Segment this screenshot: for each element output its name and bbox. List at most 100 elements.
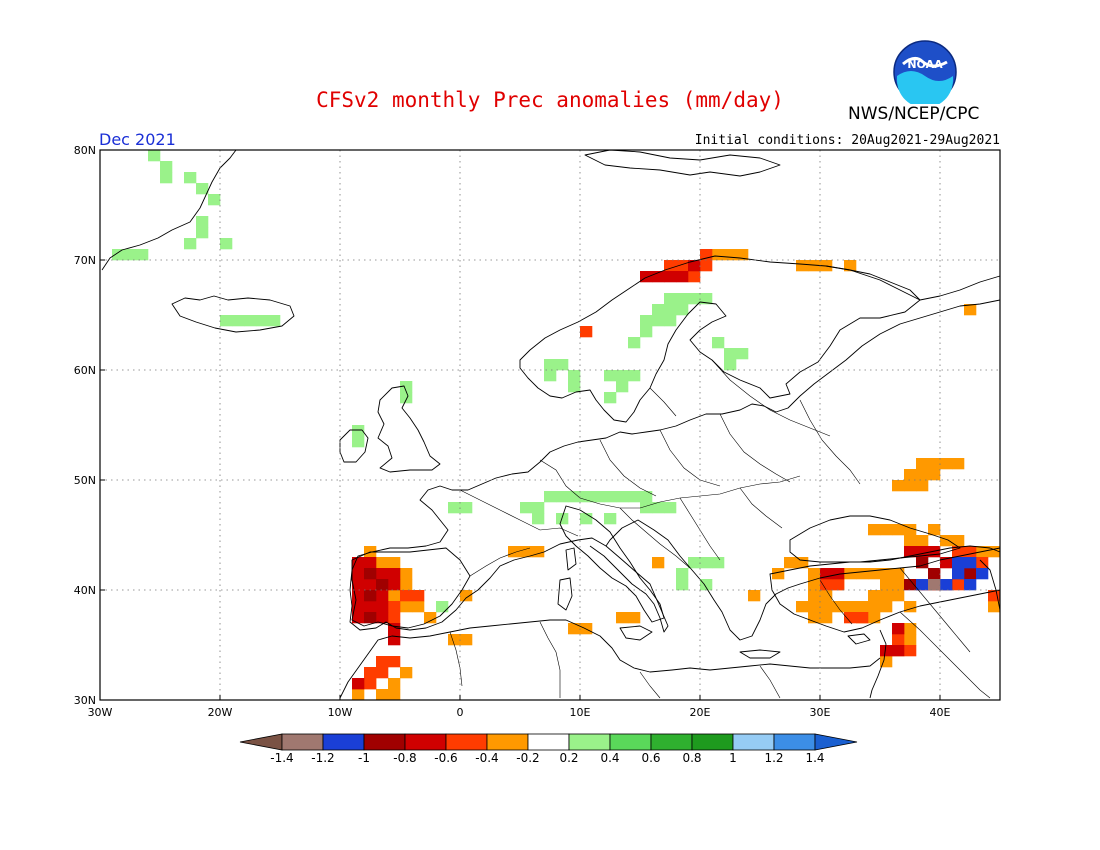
anomaly-cell (520, 502, 533, 514)
anomaly-cell (844, 612, 857, 624)
coastlines (101, 149, 1001, 699)
anomaly-cell (820, 579, 833, 591)
anomaly-cell (808, 601, 821, 613)
anomaly-cell (364, 590, 377, 602)
anomaly-cell (184, 238, 197, 250)
anomaly-cell (220, 238, 233, 250)
anomaly-cell (688, 557, 701, 569)
colorbar-box (732, 733, 775, 751)
anomaly-cell (868, 524, 881, 536)
anomaly-cell (904, 480, 917, 492)
forecast-period: Dec 2021 (99, 130, 176, 149)
lon-tick-label: 20E (690, 706, 711, 719)
anomaly-cell (916, 579, 929, 591)
anomaly-cell (196, 227, 209, 239)
anomaly-cell (916, 546, 929, 558)
anomaly-cell (568, 623, 581, 635)
anomaly-cell (364, 568, 377, 580)
anomaly-cell (112, 249, 125, 261)
anomaly-cell (676, 568, 689, 580)
anomaly-cell (880, 579, 893, 591)
anomaly-cell (916, 480, 929, 492)
anomaly-cell (376, 601, 389, 613)
anomaly-cell (232, 315, 245, 327)
anomaly-cell (652, 271, 665, 283)
colorbar-label: 1 (729, 751, 737, 765)
coast-svalbard (584, 149, 781, 177)
anomaly-cell (352, 612, 365, 624)
lat-tick-label: 30N (74, 694, 96, 707)
anomaly-cell (724, 249, 737, 261)
anomaly-cell (544, 370, 557, 382)
map-frame (99, 149, 1001, 701)
anomaly-cell (832, 601, 845, 613)
anomaly-cell (796, 557, 809, 569)
anomaly-cell (448, 502, 461, 514)
anomaly-cell (628, 612, 641, 624)
anomaly-cell (220, 315, 233, 327)
anomaly-cell (880, 524, 893, 536)
anomaly-cell (628, 337, 641, 349)
colorbar-box (486, 733, 529, 751)
anomaly-cell (388, 612, 401, 624)
lat-tick-label: 50N (74, 474, 96, 487)
colorbar-box (773, 733, 816, 751)
anomaly-cell (688, 271, 701, 283)
anomaly-cell (700, 249, 713, 261)
coast-blacksea (789, 515, 961, 563)
anomaly-cell (724, 348, 737, 360)
anomaly-cell (148, 150, 161, 162)
colorbar-arrow-right (814, 733, 858, 751)
anomaly-cell (700, 579, 713, 591)
colorbar-box (322, 733, 365, 751)
anomaly-cell (904, 579, 917, 591)
coast-levant (869, 629, 887, 699)
anomaly-cell (892, 634, 905, 646)
anomaly-cell (904, 469, 917, 481)
anomaly-cell (400, 667, 413, 679)
anomaly-cell (244, 315, 257, 327)
anomaly-cell (592, 491, 605, 503)
anomaly-cell (604, 370, 617, 382)
anomaly-cell (820, 612, 833, 624)
anomaly-cell (808, 612, 821, 624)
anomaly-cell (352, 568, 365, 580)
anomaly-cell (712, 557, 725, 569)
anomaly-cell (676, 304, 689, 316)
anomaly-cell (844, 601, 857, 613)
anomaly-cell (844, 260, 857, 272)
anomaly-cell (664, 271, 677, 283)
coast-iceland (171, 295, 295, 333)
anomaly-cell (436, 601, 449, 613)
anomaly-cell (160, 172, 173, 184)
anomaly-cell (940, 579, 953, 591)
anomaly-cell (784, 557, 797, 569)
anomaly-cell (916, 535, 929, 547)
anomaly-cell (616, 381, 629, 393)
colorbar-label: -0.4 (475, 751, 498, 765)
coast-italy (559, 505, 665, 623)
anomaly-cell (952, 535, 965, 547)
anomaly-cell (448, 634, 461, 646)
anomaly-cell (532, 502, 545, 514)
anomaly-cell (676, 260, 689, 272)
coast-sicily (619, 625, 653, 641)
anomaly-cell (400, 568, 413, 580)
anomaly-cell (604, 392, 617, 404)
anomaly-cell (892, 568, 905, 580)
anomaly-cell (184, 172, 197, 184)
anomaly-cell (652, 502, 665, 514)
lat-lon-grid (100, 150, 1000, 700)
anomaly-cell (388, 590, 401, 602)
anomaly-cell (424, 612, 437, 624)
anomaly-cell (892, 579, 905, 591)
coast-cyprus (847, 633, 871, 645)
anomaly-cell (208, 194, 221, 206)
country-borders (449, 359, 991, 699)
anomaly-cell (256, 315, 269, 327)
anomaly-cell (880, 601, 893, 613)
anomaly-cell (928, 568, 941, 580)
colorbar-box (363, 733, 406, 751)
anomaly-cell (892, 590, 905, 602)
